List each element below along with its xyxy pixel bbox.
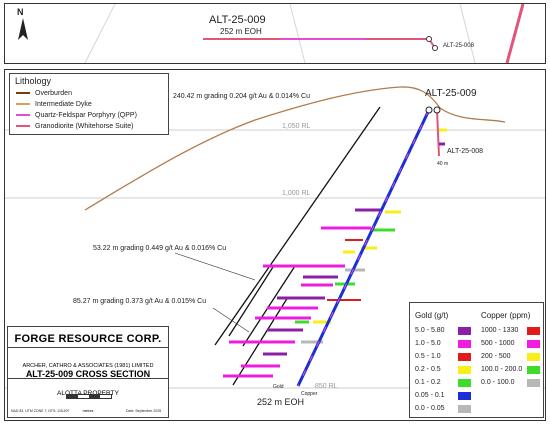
scale-bar	[66, 394, 112, 399]
section-hole-label-2: ALT-25-008	[447, 148, 484, 155]
gold-range-label: 1.0 - 5.0	[415, 340, 441, 347]
intercept-leader	[174, 252, 256, 281]
hole-trace-lithology	[297, 109, 430, 387]
intercept-bracket-240m	[214, 106, 381, 346]
gold-range-label: 0.05 - 0.1	[415, 392, 445, 399]
gold-assay-bars	[223, 208, 382, 378]
plan-contour-line	[289, 4, 306, 63]
topography-line	[84, 86, 506, 211]
gold-swatch	[458, 379, 471, 387]
consultant-name: ARCHER, CATHRO & ASSOCIATES (1981) LIMIT…	[22, 363, 154, 369]
plan-view-panel: N ALT-25-009 252 m EOH ALT-25-008	[4, 3, 546, 64]
gold-range-label: 0.5 - 1.0	[415, 353, 441, 360]
copper-swatch	[527, 340, 540, 348]
intercept-label-240m: 240.42 m grading 0.204 g/t Au & 0.014% C…	[173, 93, 310, 100]
intercept-bracket-53m	[242, 265, 296, 347]
gold-swatch	[458, 340, 471, 348]
section-hole-label: ALT-25-009	[425, 88, 477, 99]
gold-range-label: 5.0 - 5.80	[415, 327, 445, 334]
intercept-label-53m: 53.22 m grading 0.449 g/t Au & 0.016% Cu	[93, 245, 227, 252]
copper-range-label: 200 - 500	[481, 353, 511, 360]
hole-trace-alt-25-008	[436, 109, 440, 157]
title-block-section-row: ALT-25-009 CROSS SECTION	[8, 364, 168, 379]
title-block: FORGE RESOURCE CORP. ARCHER, CATHRO & AS…	[7, 326, 169, 418]
gold-swatch	[458, 366, 471, 374]
lithology-legend-title: Lithology	[15, 76, 52, 86]
property-name: ALOTTA PROPERTY	[57, 390, 119, 397]
plan-contour-line	[84, 4, 116, 63]
projection-info: NAD 83, UTM ZONE 7, NTS: 115J/07	[11, 409, 70, 413]
rl-label-1050: 1,050 RL	[282, 123, 311, 130]
lithology-legend-item: Overburden	[16, 88, 72, 98]
copper-legend-title: Copper (ppm)	[481, 311, 531, 320]
copper-swatch	[527, 353, 540, 361]
plan-hole-trace-other	[505, 4, 525, 63]
lithology-label: Intermediate Dyke	[35, 100, 92, 108]
plan-collar-alt-25-009	[426, 36, 432, 42]
plan-eoh-label: 252 m EOH	[220, 27, 262, 36]
figure-date: Date: September 2025	[126, 409, 162, 413]
lithology-legend: Lithology Overburden Intermediate Dyke Q…	[9, 73, 169, 135]
intercept-label-85m: 85.27 m grading 0.373 g/t Au & 0.015% Cu	[73, 298, 207, 305]
cross-section-panel: ALT-25-009 ALT-25-008 40 m 1,050 RL 1,00…	[4, 69, 546, 421]
north-label: N	[17, 7, 24, 17]
lithology-legend-item: Intermediate Dyke	[16, 99, 92, 109]
gold-range-label: 0.0 - 0.05	[415, 405, 445, 412]
copper-swatch	[527, 366, 540, 374]
gold-swatch	[458, 405, 471, 413]
lithology-swatch-overburden	[16, 92, 30, 94]
gold-axis-label: Gold	[273, 384, 284, 390]
lithology-swatch-qpp	[16, 114, 30, 116]
copper-axis-label: Copper	[301, 391, 318, 397]
collar-alt-25-008	[433, 106, 441, 114]
copper-range-label: 1000 - 1330	[481, 327, 519, 334]
lithology-swatch-granodiorite	[16, 125, 30, 127]
title-block-property-row: ALOTTA PROPERTY	[8, 382, 168, 400]
collar-alt-25-009	[425, 106, 433, 114]
intercept-bracket-53m-inner	[228, 266, 274, 337]
title-block-consultant-row: ARCHER, CATHRO & ASSOCIATES (1981) LIMIT…	[8, 354, 168, 372]
section-graphic	[5, 86, 545, 389]
assay-legend: Gold (g/t) Copper (ppm) 5.0 - 5.80 1.0 -…	[409, 302, 544, 418]
lithology-label: Quartz-Feldspar Porphyry (QPP)	[35, 111, 137, 119]
plan-collar-alt-25-008	[432, 45, 438, 51]
gold-swatch	[458, 353, 471, 361]
title-block-scale-row: metres	[8, 399, 168, 417]
copper-range-label: 0.0 - 100.0	[481, 379, 515, 386]
north-arrow-icon	[18, 18, 28, 40]
gold-swatch	[458, 327, 471, 335]
gold-range-label: 0.2 - 0.5	[415, 366, 441, 373]
lithology-legend-item: Quartz-Feldspar Porphyry (QPP)	[16, 110, 137, 120]
copper-range-label: 100.0 - 200.0	[481, 366, 523, 373]
gold-swatch	[458, 392, 471, 400]
lithology-swatch-dyke	[16, 103, 30, 105]
lithology-label: Granodiorite (Whitehorse Suite)	[35, 122, 134, 130]
lithology-legend-item: Granodiorite (Whitehorse Suite)	[16, 121, 133, 131]
rl-label-1000: 1,000 RL	[282, 190, 311, 197]
scale-unit: metres	[82, 409, 94, 413]
copper-swatch	[527, 379, 540, 387]
section-depth-label-2: 40 m	[437, 161, 449, 167]
section-eoh-label: 252 m EOH	[257, 397, 305, 407]
section-title: ALT-25-009 CROSS SECTION	[25, 369, 151, 379]
intercept-leader	[212, 307, 250, 333]
plan-view-map	[18, 4, 525, 63]
rl-label-850: 850 RL	[315, 383, 338, 390]
gold-range-label: 0.1 - 0.2	[415, 379, 441, 386]
title-block-company-row: FORGE RESOURCE CORP.	[8, 329, 168, 348]
plan-contour-line	[459, 4, 476, 63]
plan-hole-label-2: ALT-25-008	[443, 43, 474, 49]
lithology-label: Overburden	[35, 89, 72, 97]
copper-range-label: 500 - 1000	[481, 340, 515, 347]
copper-swatch	[527, 327, 540, 335]
company-name: FORGE RESOURCE CORP.	[14, 333, 162, 345]
gold-legend-title: Gold (g/t)	[415, 311, 449, 320]
plan-hole-label: ALT-25-009	[209, 14, 266, 26]
